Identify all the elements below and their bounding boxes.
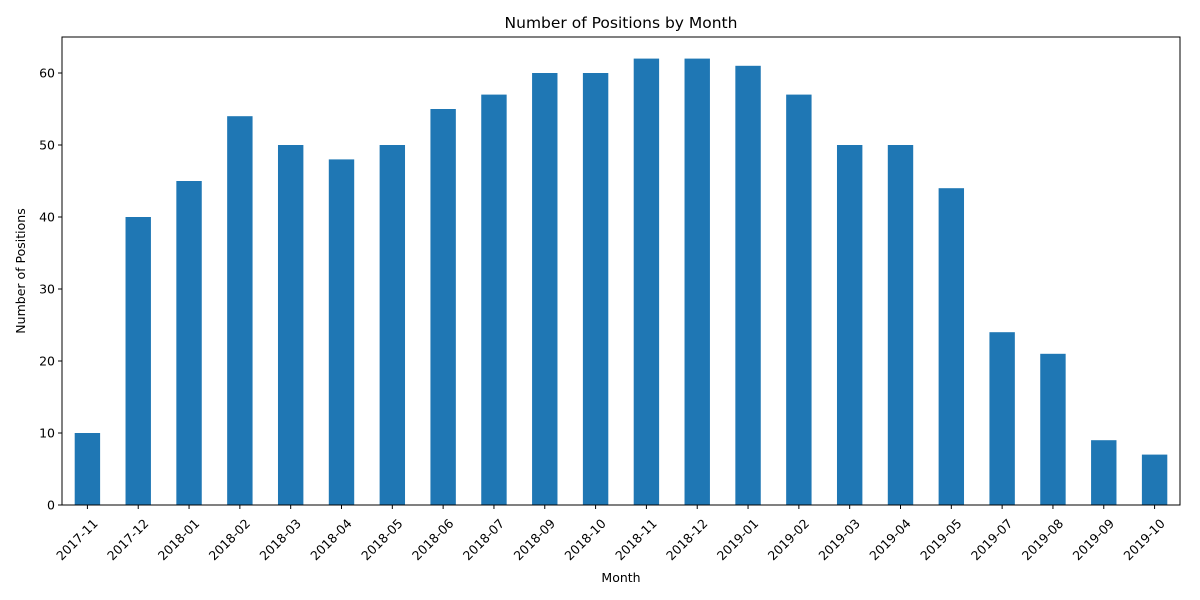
chart-title: Number of Positions by Month <box>505 14 738 32</box>
x-tick-label: 2019-09 <box>1070 516 1118 564</box>
y-tick-label: 20 <box>39 354 55 369</box>
bar-2019-03 <box>836 145 863 505</box>
x-tick-label: 2019-08 <box>1019 516 1067 564</box>
y-tick-label: 40 <box>39 210 55 225</box>
bar-2019-05 <box>938 188 965 505</box>
bar-2018-02 <box>227 116 253 505</box>
y-tick-label: 30 <box>39 282 55 297</box>
x-tick-label: 2019-07 <box>968 516 1016 564</box>
x-tick-label: 2019-05 <box>917 516 965 564</box>
x-tick-label: 2018-12 <box>663 516 711 564</box>
x-tick-label: 2018-02 <box>206 516 254 564</box>
x-tick-label: 2018-05 <box>358 516 406 564</box>
x-tick-label: 2017-12 <box>104 516 152 564</box>
y-axis-label: Number of Positions <box>13 208 28 333</box>
bar-2019-08 <box>1040 353 1066 505</box>
bar-2019-01 <box>735 65 761 506</box>
bar-2019-09 <box>1091 440 1117 505</box>
x-tick-label: 2018-07 <box>460 516 508 564</box>
bar-2017-11 <box>74 433 101 505</box>
bar-2018-12 <box>684 58 710 505</box>
x-tick-label: 2018-06 <box>409 516 457 564</box>
x-tick-label: 2018-03 <box>256 516 304 564</box>
y-tick-label: 0 <box>47 498 55 513</box>
bar-2018-04 <box>328 159 355 505</box>
bar-2018-01 <box>176 181 202 505</box>
bar-2018-10 <box>582 73 609 505</box>
bar-2018-03 <box>277 145 304 505</box>
x-tick-label: 2019-02 <box>765 516 813 564</box>
bars-group <box>74 58 1168 506</box>
x-tick-label: 2018-11 <box>612 516 660 564</box>
bar-2018-09 <box>532 73 558 505</box>
plot-frame <box>61 36 1181 506</box>
y-axis: 0 10 20 30 40 50 60 <box>39 66 62 513</box>
x-tick-label: 2018-04 <box>307 516 355 564</box>
x-tick-label: 2018-09 <box>511 516 559 564</box>
bar-2019-04 <box>887 145 914 505</box>
bar-2018-06 <box>430 109 456 505</box>
y-tick-label: 60 <box>39 66 55 81</box>
x-axis-label: Month <box>601 570 640 585</box>
x-tick-label: 2018-10 <box>561 516 609 564</box>
x-tick-label: 2017-11 <box>53 516 101 564</box>
y-tick-label: 10 <box>39 426 55 441</box>
x-tick-label: 2019-01 <box>714 516 762 564</box>
bar-2018-11 <box>633 58 660 505</box>
bar-2019-02 <box>786 94 812 505</box>
x-axis: 2017-11 2017-12 2018-01 2018-02 2018-03 2018-… <box>53 505 1168 563</box>
x-tick-label: 2019-04 <box>866 516 914 564</box>
bar-2019-10 <box>1141 454 1168 505</box>
bar-2018-07 <box>481 94 507 505</box>
y-tick-label: 50 <box>39 138 55 153</box>
bar-2019-07 <box>989 332 1015 505</box>
bar-2018-05 <box>379 145 406 505</box>
x-tick-label: 2018-01 <box>155 516 203 564</box>
x-tick-label: 2019-03 <box>815 516 863 564</box>
x-tick-label: 2019-10 <box>1120 516 1168 564</box>
bar-2017-12 <box>125 217 151 505</box>
